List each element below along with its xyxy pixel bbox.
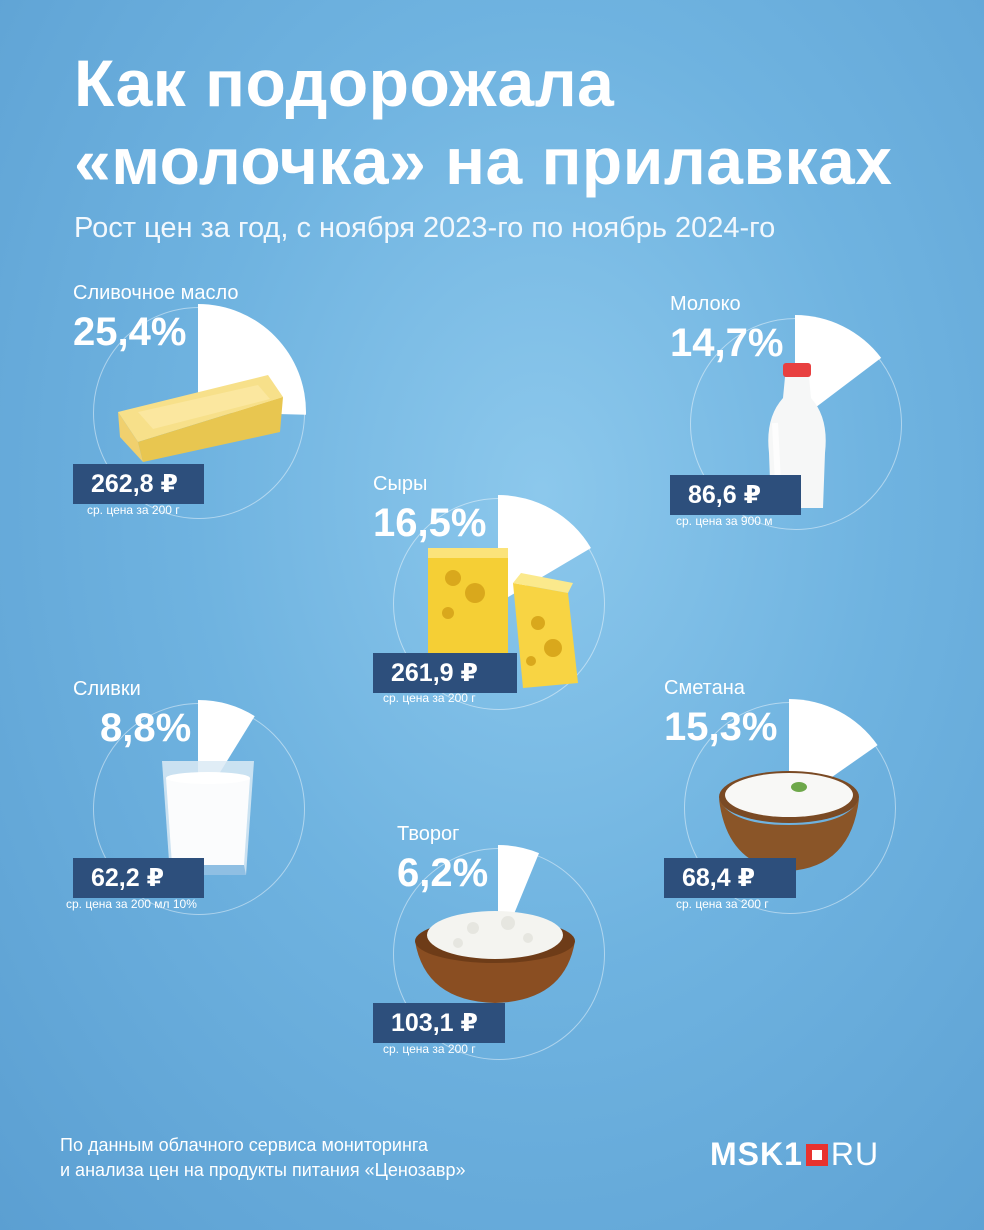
cheese-image [428,548,578,688]
logo-suffix: RU [830,1136,880,1172]
source-line-1: По данным облачного сервиса мониторинга [60,1135,429,1155]
page-title: Как подорожала «молочка» на прилавках [74,44,892,200]
glass-of-cream-image [162,761,254,875]
item-cream: Сливки 8,8% 62,2 ₽ ср. цена за 200 мл 10… [66,678,373,1018]
price-note: ср. цена за 200 г [676,897,769,911]
item-name: Молоко [670,293,741,315]
price-badge: 62,2 ₽ [73,858,204,898]
increase-sector [795,315,882,423]
item-butter: Сливочное масло 25,4% 262,8 ₽ ср. цена з… [73,282,373,622]
item-percent: 16,5% [373,501,487,545]
item-percent: 15,3% [664,705,778,749]
sector-slice [795,315,882,423]
price-badge: 86,6 ₽ [670,475,801,515]
source-line-2: и анализа цен на продукты питания «Ценоз… [60,1160,466,1180]
butter-image [118,375,283,462]
item-name: Сыры [373,473,428,495]
item-sour-cream: Сметана 15,3% 68,4 ₽ ср. цена за 200 г [664,677,964,1017]
price-note: ср. цена за 200 г [87,503,180,517]
bowl-of-sour-cream-image [719,771,859,871]
item-cottage-cheese: Творог 6,2% 103,1 ₽ ср. цена за 200 г [373,823,673,1163]
title-line-2: «молочка» на прилавках [74,124,893,198]
price-badge: 103,1 ₽ [373,1003,505,1043]
item-cheese: Сыры 16,5% 261,9 ₽ ср. цена за 200 г [373,473,673,813]
price-note: ср. цена за 200 мл 10% [66,897,197,911]
page-subtitle: Рост цен за год, с ноября 2023-го по ноя… [74,212,776,244]
item-name: Творог [397,823,460,845]
item-name: Сливки [73,678,141,700]
source-note: По данным облачного сервиса мониторинга … [60,1133,466,1183]
price-badge: 261,9 ₽ [373,653,517,693]
title-line-1: Как подорожала [74,46,615,120]
price-note: ср. цена за 200 г [383,691,476,705]
logo-square-icon [805,1143,828,1166]
msk1-logo: MSK1 RU [710,1136,879,1173]
item-percent: 14,7% [670,321,784,365]
item-milk: Молоко 14,7% 86,6 ₽ ср. цена за 900 м [670,293,970,633]
price-badge: 68,4 ₽ [664,858,796,898]
item-percent: 25,4% [73,310,187,354]
price-note: ср. цена за 900 м [676,514,773,528]
item-percent: 6,2% [397,851,489,895]
price-badge: 262,8 ₽ [73,464,204,504]
item-name: Сливочное масло [73,282,239,304]
logo-main: MSK1 [710,1136,803,1172]
bowl-of-cottage-cheese-image [415,911,575,1003]
item-percent: 8,8% [100,706,192,750]
price-note: ср. цена за 200 г [383,1042,476,1056]
item-name: Сметана [664,677,745,699]
